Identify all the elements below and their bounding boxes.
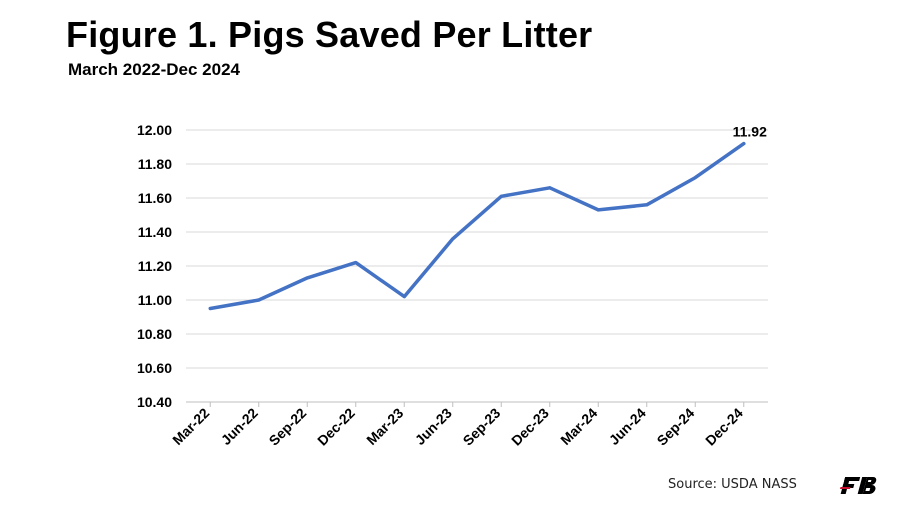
x-tick-label: Sep-23 [460, 405, 504, 449]
y-tick-label: 10.60 [137, 360, 172, 376]
y-tick-label: 11.40 [138, 224, 172, 240]
data-point [645, 203, 649, 207]
x-tick-label: Jun-24 [606, 405, 649, 448]
data-point [305, 276, 309, 280]
data-label: 11.92 [733, 124, 767, 140]
data-point [548, 186, 552, 190]
data-point [451, 237, 455, 241]
data-point [596, 208, 600, 212]
data-point [499, 194, 503, 198]
source-note: Source: USDA NASS [668, 477, 797, 492]
x-tick-label: Sep-22 [266, 405, 310, 449]
series-line [208, 141, 746, 311]
y-tick-label: 11.00 [138, 292, 172, 308]
x-tick-label: Mar-23 [363, 405, 406, 448]
y-tick-label: 11.60 [138, 190, 172, 206]
y-tick-label: 12.00 [137, 122, 172, 138]
x-tick-label: Sep-24 [654, 405, 698, 449]
x-tick-label: Mar-22 [169, 405, 212, 448]
x-tick-label: Dec-22 [314, 405, 358, 449]
x-tick-label: Jun-22 [218, 405, 261, 448]
y-tick-label: 11.80 [138, 156, 172, 172]
x-tick-label: Dec-24 [702, 405, 746, 449]
data-point [402, 295, 406, 299]
line-chart: 10.40 10.60 10.80 11.00 11.20 11.40 11.60 11.80… [137, 122, 768, 449]
data-point [742, 142, 746, 146]
data-point [693, 176, 697, 180]
x-tick-label: Mar-24 [557, 405, 600, 448]
data-point [257, 298, 261, 302]
farm-bureau-logo [840, 477, 877, 494]
chart-subtitle: March 2022-Dec 2024 [68, 60, 241, 79]
y-tick-label: 11.20 [138, 258, 172, 274]
data-point [354, 261, 358, 265]
y-tick-label: 10.80 [137, 326, 172, 342]
chart-title: Figure 1. Pigs Saved Per Litter [66, 14, 593, 55]
x-tick-label: Jun-23 [412, 405, 455, 448]
data-point [208, 307, 212, 310]
y-tick-label: 10.40 [137, 394, 172, 410]
x-tick-label: Dec-23 [508, 405, 552, 449]
